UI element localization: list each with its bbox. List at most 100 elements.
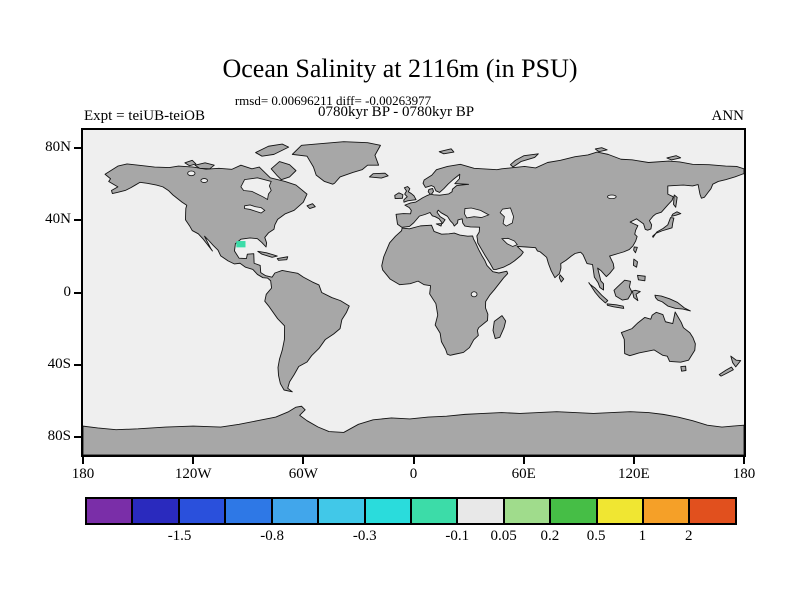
island-sri-lanka [558, 274, 565, 283]
colorbar-segment [549, 499, 596, 523]
colorbar-segment [363, 499, 410, 523]
island-hokkaido [671, 211, 682, 217]
salinity-anomaly-patch [236, 241, 246, 248]
island-great-britain [403, 186, 417, 203]
colorbar-tick-label: 0.5 [586, 528, 606, 544]
lon-tick-mark [302, 457, 305, 464]
island-banks [184, 159, 197, 167]
colorbar-segment [409, 499, 457, 523]
island-sakhalin [673, 194, 678, 208]
colorbar-segment [502, 499, 550, 523]
lake-baikal [606, 194, 617, 200]
experiment-label: Expt = teiUB-teiOB [84, 108, 205, 124]
lon-tick-label: 120E [617, 466, 650, 482]
lat-tick-mark [74, 219, 81, 222]
island-madagascar [492, 315, 507, 339]
colorbar-segment [642, 499, 689, 523]
colorbar-segment [177, 499, 225, 523]
landmass-americas [104, 163, 350, 393]
island-severnaya-zemlya [594, 147, 608, 153]
island-sulawesi [631, 289, 641, 302]
lon-tick-label: 60W [288, 466, 318, 482]
landmass-africa [381, 224, 509, 356]
lon-tick-label: 120W [174, 466, 212, 482]
island-novaya-zemlya [509, 153, 539, 168]
island-ellesmere [255, 143, 290, 157]
map-frame [81, 128, 746, 457]
lat-tick-label: 80S [47, 427, 71, 444]
landmass-antarctica [83, 405, 744, 455]
colorbar-segment [317, 499, 364, 523]
island-honshu [652, 217, 675, 238]
lon-tick-label: 60E [511, 466, 536, 482]
period-line: 0780kyr BP - 0780kyr BP [317, 104, 475, 120]
colorbar-tick-label: 2 [684, 528, 693, 544]
island-hispaniola [276, 256, 289, 261]
island-iceland [368, 172, 389, 179]
colorbar-tick-label: -0.1 [445, 528, 470, 544]
island-luzon [633, 258, 638, 268]
lat-tick-mark [74, 291, 81, 294]
lake-victoria [470, 291, 478, 298]
great-lakes [244, 204, 266, 214]
island-new-zealand-north [730, 355, 742, 368]
lon-tick-mark [522, 457, 525, 464]
plot-title: Ocean Salinity at 2116m (in PSU) [222, 54, 578, 83]
lon-tick-mark [412, 457, 415, 464]
colorbar-tick-label: -0.3 [352, 528, 377, 544]
island-victoria [194, 162, 215, 170]
colorbar-segment [595, 499, 643, 523]
lat-tick-label: 80N [45, 139, 71, 156]
island-baffin [270, 161, 297, 181]
island-tasmania [680, 365, 687, 372]
island-cuba [257, 250, 278, 258]
lon-tick-mark [192, 457, 195, 464]
island-taiwan [633, 246, 638, 254]
colorbar-segment [456, 499, 503, 523]
island-new-guinea [654, 294, 691, 312]
island-svalbard [438, 148, 455, 155]
lon-tick-label: 180 [732, 466, 756, 482]
landmass-greenland [291, 141, 381, 185]
persian-gulf [501, 237, 518, 247]
island-mindanao [637, 274, 646, 282]
hudson-bay [240, 177, 272, 201]
colorbar-segment [688, 499, 735, 523]
colorbar-tick-label: -0.8 [260, 528, 285, 544]
world-map [83, 141, 744, 455]
great-slave-lake [200, 178, 208, 183]
landmass-eurasia [395, 151, 744, 291]
black-sea [464, 207, 490, 219]
island-borneo [613, 279, 633, 301]
colorbar-tick-label: 0.05 [490, 528, 517, 544]
colorbar-segment [87, 499, 132, 523]
lon-tick-label: 0 [409, 466, 418, 482]
colorbar-tick-label: -1.5 [167, 528, 192, 544]
island-sumatra [588, 282, 609, 304]
stats-line: rmsd= 0.00696211 diff= -0.00263977 [234, 93, 432, 108]
colorbar [85, 497, 737, 525]
lon-tick-mark [743, 457, 745, 464]
lon-tick-mark [632, 457, 635, 464]
lat-tick-mark [74, 363, 81, 366]
island-sicily [435, 223, 443, 227]
caspian-sea [499, 207, 514, 227]
island-ireland [394, 192, 404, 200]
island-newfoundland [306, 203, 316, 209]
colorbar-tick-label: 1 [638, 528, 647, 544]
colorbar-segment [270, 499, 318, 523]
lon-tick-mark [82, 457, 84, 464]
lat-tick-label: 40N [45, 211, 71, 228]
landmass-australia [620, 311, 696, 363]
lat-tick-mark [74, 147, 81, 150]
colorbar-segment [224, 499, 271, 523]
island-new-siberian [666, 155, 682, 161]
season-label: ANN [711, 108, 745, 124]
lat-tick-label: 40S [47, 355, 71, 372]
lat-tick-mark [74, 435, 81, 438]
island-new-zealand-south [718, 366, 734, 377]
island-java [606, 303, 625, 309]
colorbar-tick-label: 0.2 [540, 528, 560, 544]
lat-tick-label: 0 [63, 283, 72, 300]
